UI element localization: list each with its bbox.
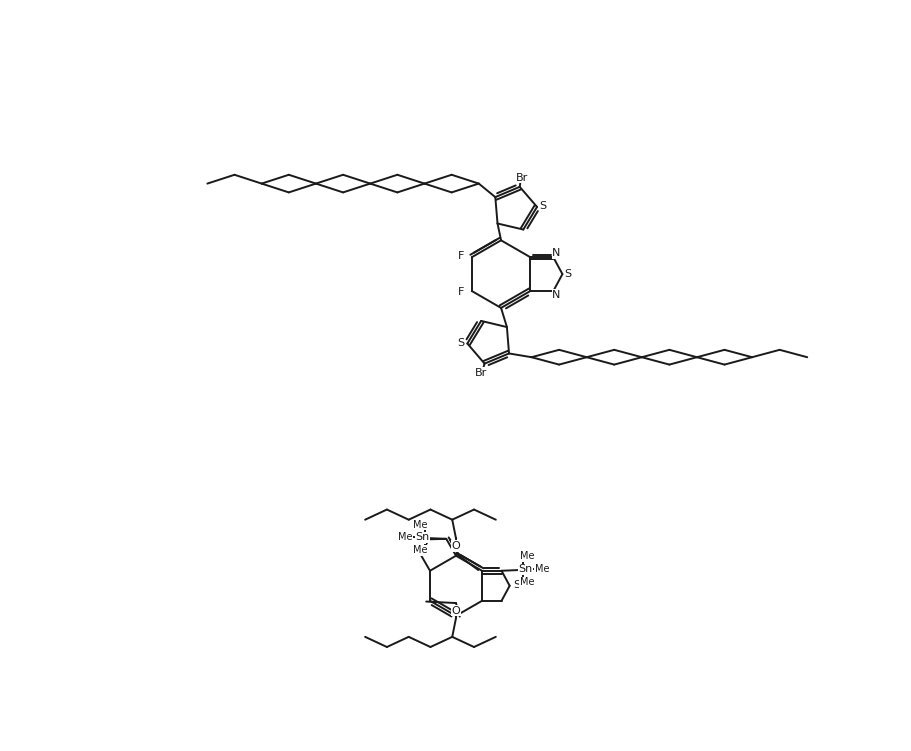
Text: Sn: Sn: [517, 564, 532, 575]
Text: Sn: Sn: [415, 532, 429, 542]
Text: O: O: [451, 541, 460, 551]
Text: Me: Me: [398, 532, 413, 542]
Text: O: O: [451, 605, 460, 616]
Text: Me: Me: [519, 551, 534, 562]
Text: S: S: [417, 533, 425, 544]
Text: Br: Br: [474, 368, 486, 378]
Text: Me: Me: [413, 520, 427, 529]
Text: S: S: [539, 201, 546, 211]
Text: Me: Me: [534, 564, 548, 575]
Text: Br: Br: [516, 173, 527, 182]
Text: N: N: [551, 249, 560, 258]
Text: S: S: [513, 580, 520, 590]
Text: Me: Me: [413, 545, 427, 555]
Text: F: F: [457, 251, 464, 261]
Text: S: S: [564, 269, 570, 279]
Text: S: S: [456, 338, 464, 348]
Text: Me: Me: [519, 577, 534, 587]
Text: F: F: [457, 287, 464, 297]
Text: N: N: [551, 290, 560, 300]
